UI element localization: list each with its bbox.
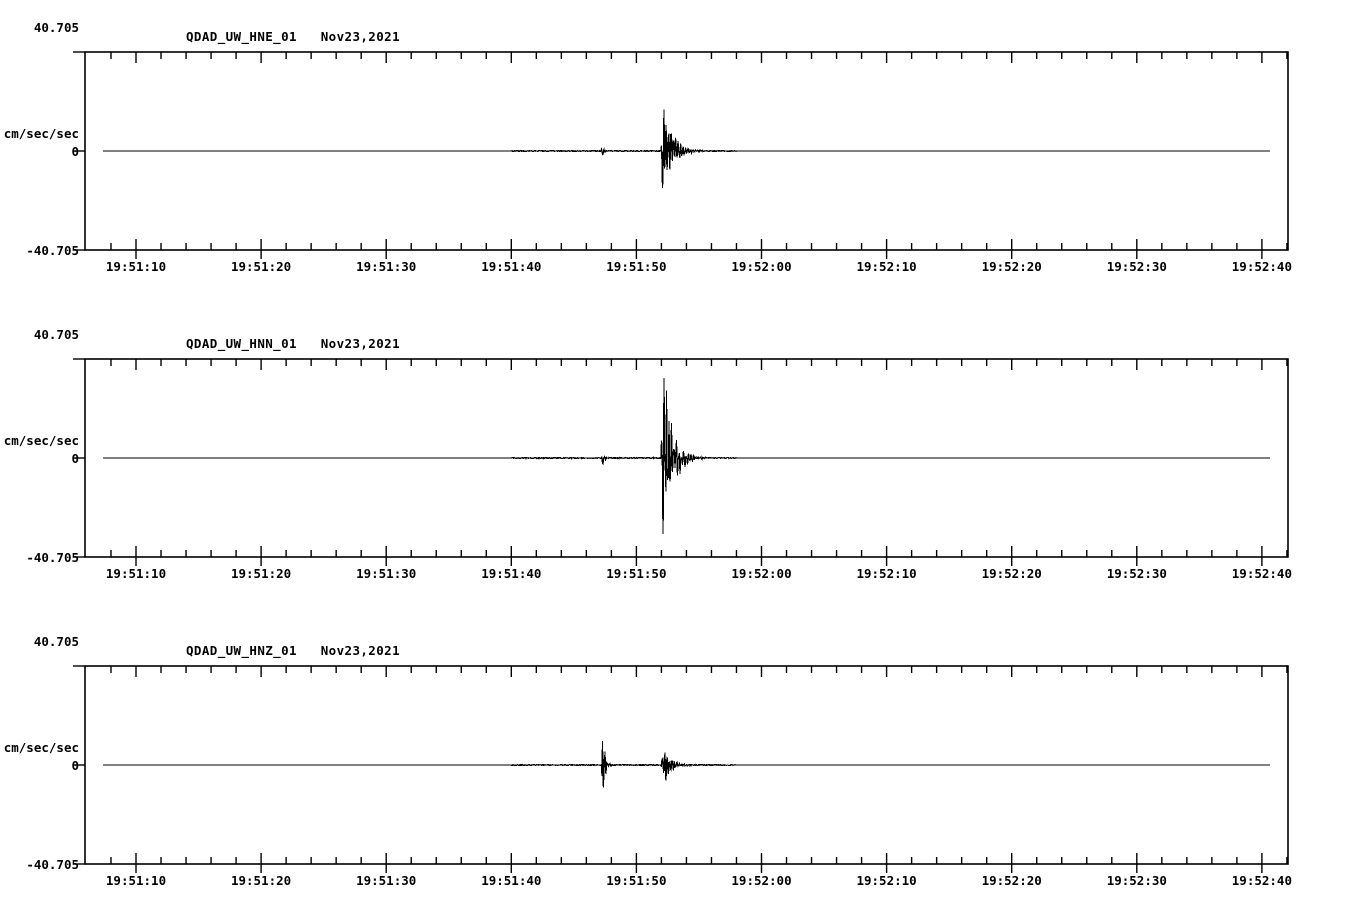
x-axis-tick-label: 19:51:20 xyxy=(230,566,292,581)
x-axis-tick-label: 19:51:50 xyxy=(606,259,667,274)
plot-area-hnn xyxy=(73,358,1289,566)
panel-title-hne: QDAD_UW_HNE_01 Nov23,2021 xyxy=(186,29,400,44)
y-axis-min-label-hnn: -40.705 xyxy=(26,550,79,565)
y-axis-units-label-hne: cm/sec/sec xyxy=(3,126,79,141)
x-axis-tick-label: 19:51:10 xyxy=(105,566,167,581)
x-axis-tick-label: 19:51:20 xyxy=(230,259,292,274)
x-axis-tick-label: 19:52:20 xyxy=(981,259,1042,274)
x-axis-tick-label: 19:51:30 xyxy=(356,259,417,274)
x-axis-tick-label: 19:52:30 xyxy=(1106,566,1167,581)
x-axis-tick-label: 19:51:10 xyxy=(105,259,167,274)
waveform-trace-hne xyxy=(102,109,1271,189)
x-axis-tick-label: 19:52:00 xyxy=(731,873,792,888)
x-axis-tick-label: 19:52:10 xyxy=(856,566,917,581)
x-axis-tick-label: 19:52:30 xyxy=(1106,259,1167,274)
x-axis-tick-label: 19:52:30 xyxy=(1106,873,1167,888)
x-axis-tick-label: 19:52:40 xyxy=(1231,259,1292,274)
panel-title-hnn: QDAD_UW_HNN_01 Nov23,2021 xyxy=(186,336,400,351)
plot-area-hnz xyxy=(73,665,1289,873)
y-axis-min-label-hnz: -40.705 xyxy=(26,857,79,872)
x-axis-tick-label: 19:51:40 xyxy=(481,566,542,581)
panel-title-hnz: QDAD_UW_HNZ_01 Nov23,2021 xyxy=(186,643,400,658)
x-axis-tick-label: 19:51:40 xyxy=(481,873,542,888)
y-axis-max-label-hnz: 40.705 xyxy=(33,634,79,649)
y-axis-units-label-hnn: cm/sec/sec xyxy=(3,433,79,448)
x-axis-tick-label: 19:51:40 xyxy=(481,259,542,274)
x-axis-tick-label: 19:51:50 xyxy=(606,873,667,888)
y-axis-units-label-hnz: cm/sec/sec xyxy=(3,740,79,755)
x-axis-tick-label: 19:52:10 xyxy=(856,259,917,274)
x-axis-tick-label: 19:52:20 xyxy=(981,566,1042,581)
waveform-trace-hnn xyxy=(102,377,1271,535)
waveform-trace-hnz xyxy=(103,740,1270,788)
axis-ticks-hnn xyxy=(73,358,1288,566)
x-axis-tick-label: 19:52:20 xyxy=(981,873,1042,888)
y-axis-max-label-hne: 40.705 xyxy=(33,20,79,35)
plot-area-hne xyxy=(73,51,1289,259)
x-axis-tick-label: 19:51:30 xyxy=(356,873,417,888)
y-axis-min-label-hne: -40.705 xyxy=(26,243,79,258)
x-axis-tick-label: 19:52:00 xyxy=(731,566,792,581)
x-axis-tick-label: 19:52:00 xyxy=(731,259,792,274)
x-axis-tick-label: 19:51:30 xyxy=(356,566,417,581)
x-axis-tick-label: 19:51:10 xyxy=(105,873,167,888)
x-axis-tick-label: 19:52:40 xyxy=(1231,566,1292,581)
axis-ticks-hne xyxy=(73,51,1288,259)
axis-ticks-hnz xyxy=(73,665,1288,873)
y-axis-max-label-hnn: 40.705 xyxy=(33,327,79,342)
x-axis-tick-label: 19:52:40 xyxy=(1231,873,1292,888)
x-axis-tick-label: 19:52:10 xyxy=(856,873,917,888)
x-axis-tick-label: 19:51:50 xyxy=(606,566,667,581)
x-axis-tick-label: 19:51:20 xyxy=(230,873,292,888)
